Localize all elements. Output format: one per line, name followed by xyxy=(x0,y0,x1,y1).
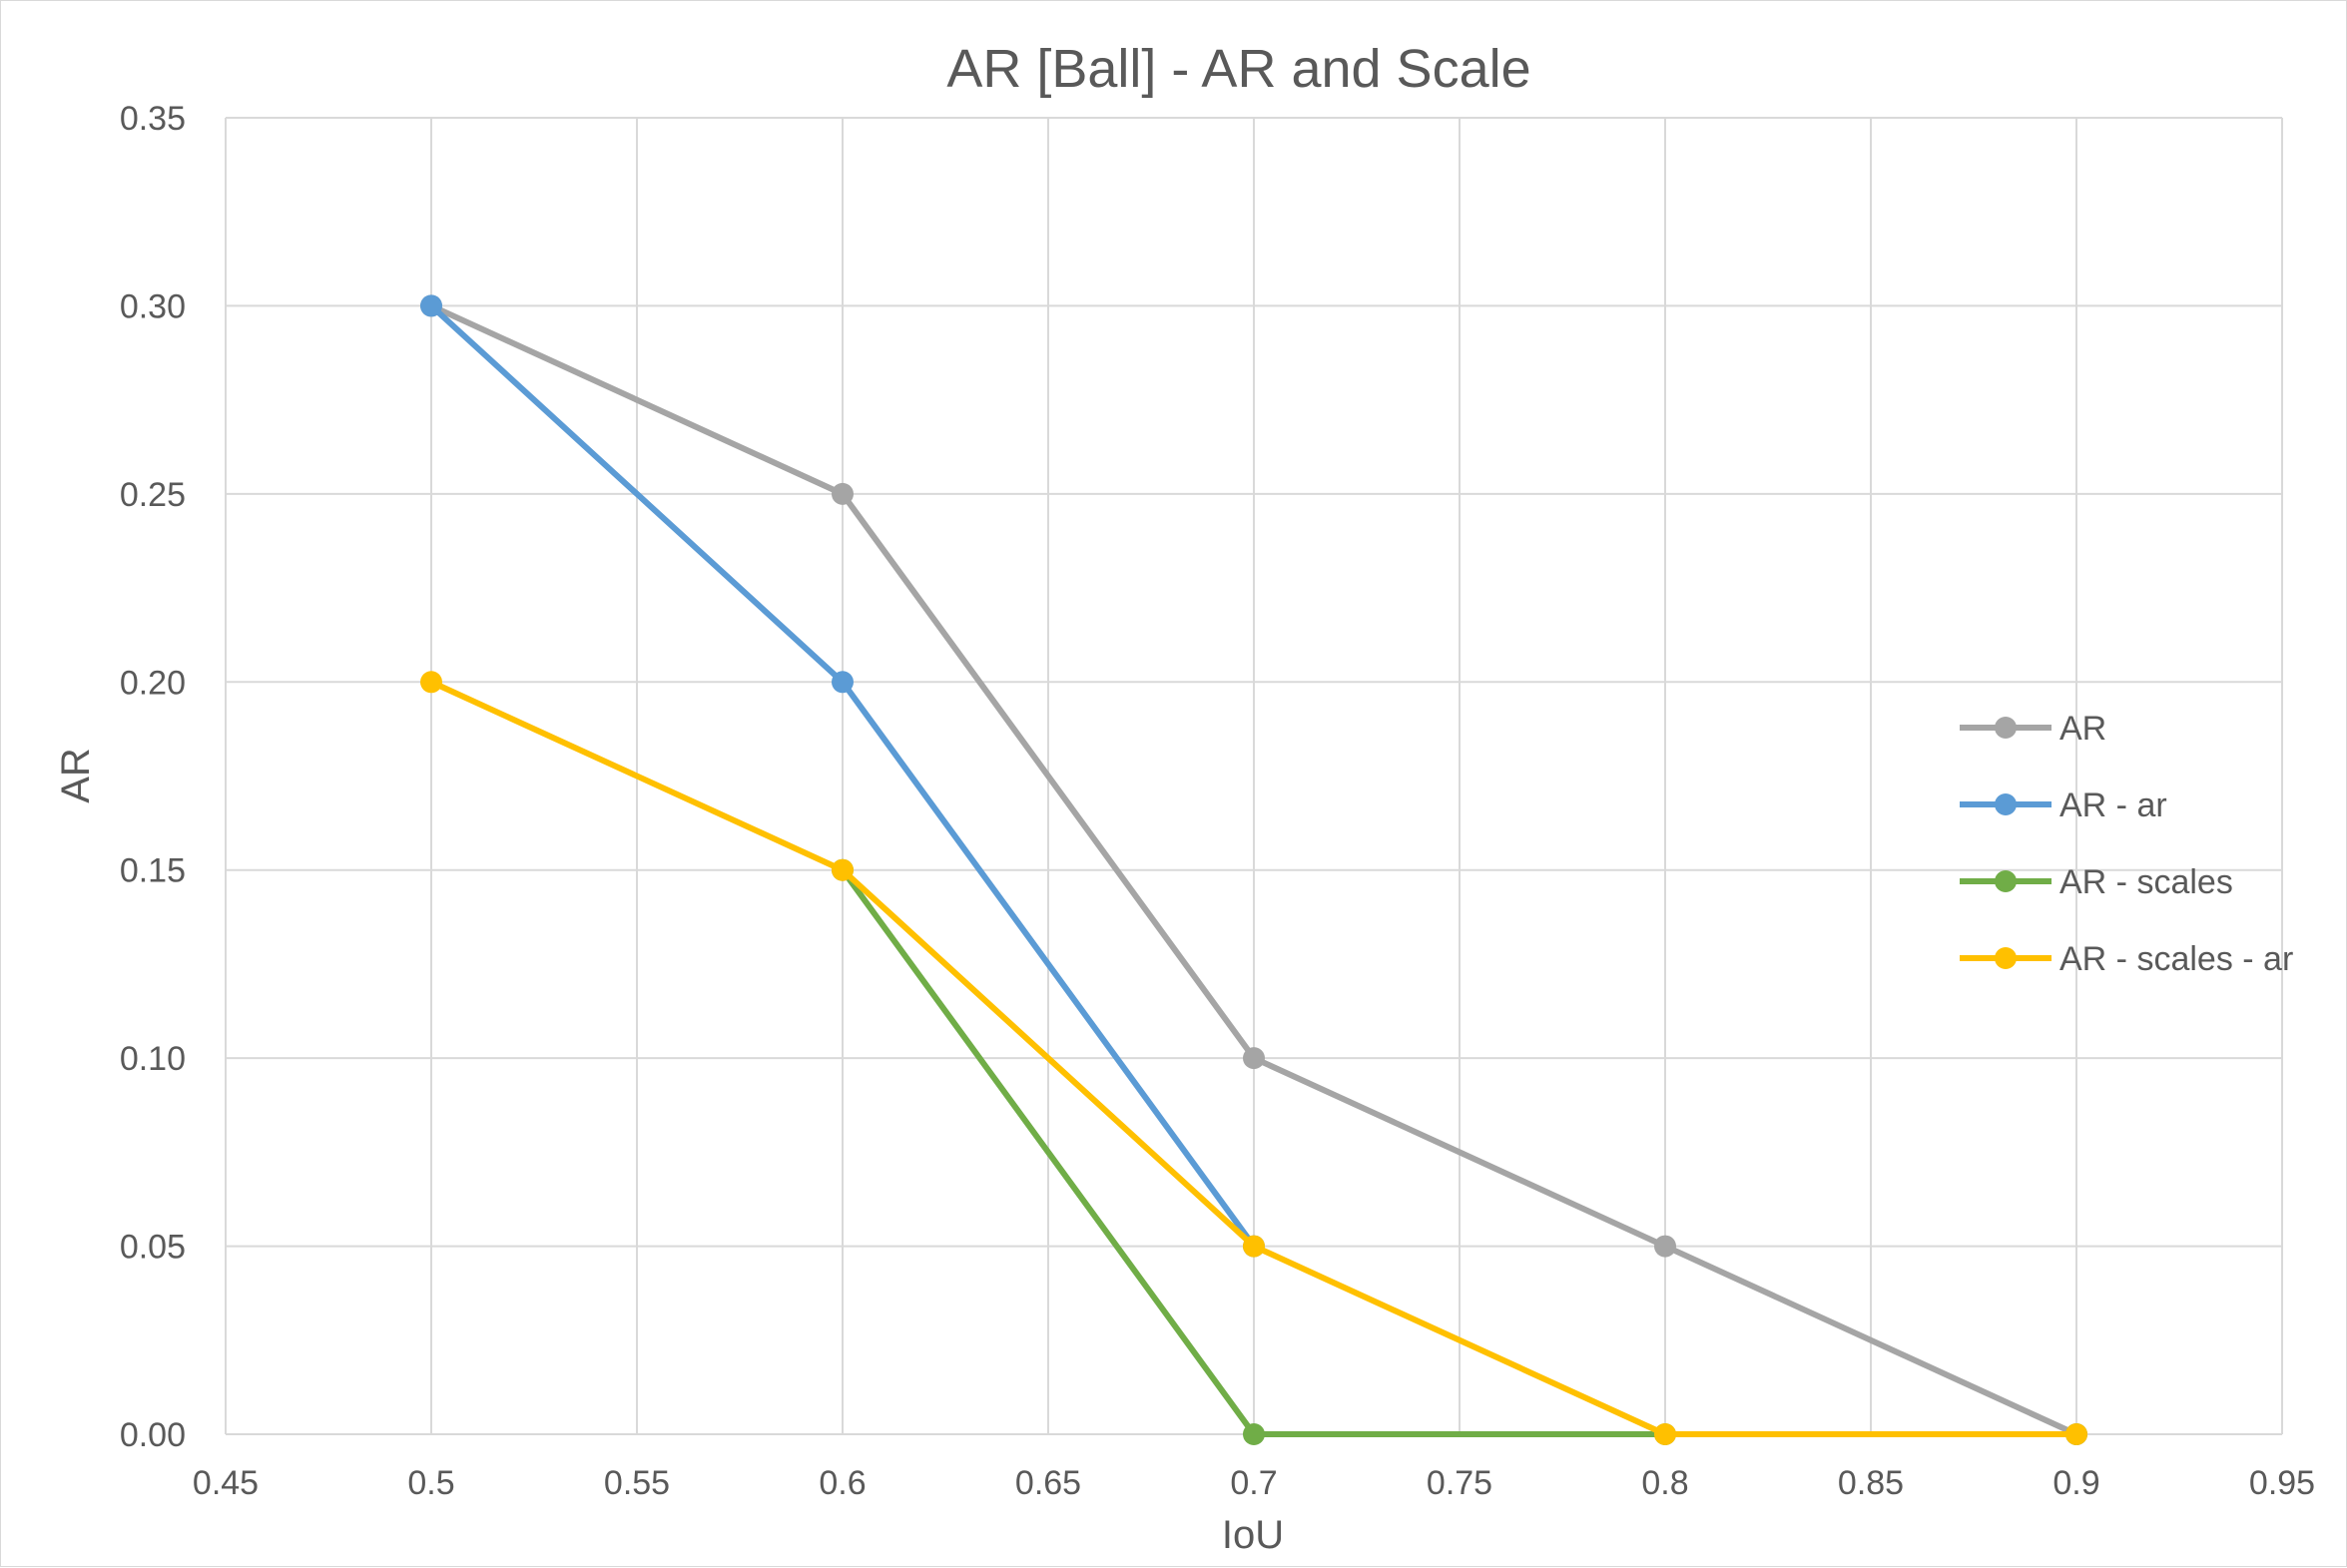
data-point-ar-scales-ar xyxy=(1654,1423,1676,1445)
y-axis-label: AR xyxy=(54,748,98,803)
y-tick-label: 0.00 xyxy=(120,1416,186,1454)
data-point-ar xyxy=(1654,1235,1676,1258)
y-tick-label: 0.35 xyxy=(120,100,186,138)
y-tick-label: 0.15 xyxy=(120,852,186,890)
legend-swatch-marker xyxy=(1995,717,2017,739)
x-tick-label: 0.45 xyxy=(193,1464,259,1502)
tick-labels: 0.00 0.05 0.10 0.15 0.20 0.25 0.30 0.35 0.45 0.5 0… xyxy=(120,100,2315,1502)
y-tick-label: 0.20 xyxy=(120,664,186,702)
x-tick-label: 0.85 xyxy=(1838,1464,1904,1502)
x-tick-label: 0.5 xyxy=(407,1464,454,1502)
series-group xyxy=(420,294,2087,1445)
x-tick-label: 0.7 xyxy=(1230,1464,1277,1502)
legend-label: AR - scales - ar xyxy=(2059,940,2293,978)
x-axis-label: IoU xyxy=(1222,1513,1284,1557)
y-tick-label: 0.05 xyxy=(120,1229,186,1267)
legend-swatch-marker xyxy=(1995,870,2017,892)
legend-swatch-marker xyxy=(1995,947,2017,969)
y-tick-label: 0.25 xyxy=(120,476,186,514)
legend-item-ar: AR xyxy=(1960,710,2106,748)
x-tick-label: 0.8 xyxy=(1641,1464,1688,1502)
data-point-ar-scales xyxy=(1243,1423,1265,1445)
legend-item-ar-scales-ar: AR - scales - ar xyxy=(1960,940,2293,978)
x-tick-label: 0.65 xyxy=(1015,1464,1081,1502)
data-point-ar xyxy=(832,482,854,505)
legend: AR AR - ar AR - scales AR - scales - ar xyxy=(1960,710,2293,978)
x-tick-label: 0.6 xyxy=(819,1464,866,1502)
legend-item-ar-ar: AR - ar xyxy=(1960,786,2167,824)
x-tick-label: 0.9 xyxy=(2053,1464,2099,1502)
x-tick-label: 0.95 xyxy=(2249,1464,2315,1502)
y-tick-label: 0.30 xyxy=(120,287,186,325)
data-point-ar-scales-ar xyxy=(1243,1235,1265,1258)
series-ar-scales-ar xyxy=(420,671,2087,1445)
y-tick-label: 0.10 xyxy=(120,1040,186,1078)
legend-label: AR - scales xyxy=(2059,863,2233,901)
data-point-ar-scales-ar xyxy=(2065,1423,2087,1445)
data-point-ar-ar xyxy=(832,671,854,694)
legend-item-ar-scales: AR - scales xyxy=(1960,863,2233,901)
chart-title: AR [Ball] - AR and Scale xyxy=(946,39,1530,99)
x-tick-label: 0.55 xyxy=(604,1464,670,1502)
data-point-ar xyxy=(1243,1047,1265,1070)
legend-label: AR - ar xyxy=(2059,786,2167,824)
data-point-ar-scales-ar xyxy=(420,671,442,694)
legend-swatch-marker xyxy=(1995,793,2017,815)
data-point-ar-scales-ar xyxy=(832,858,854,881)
data-point-ar-ar xyxy=(420,294,442,317)
x-tick-label: 0.75 xyxy=(1427,1464,1492,1502)
legend-label: AR xyxy=(2059,710,2106,748)
